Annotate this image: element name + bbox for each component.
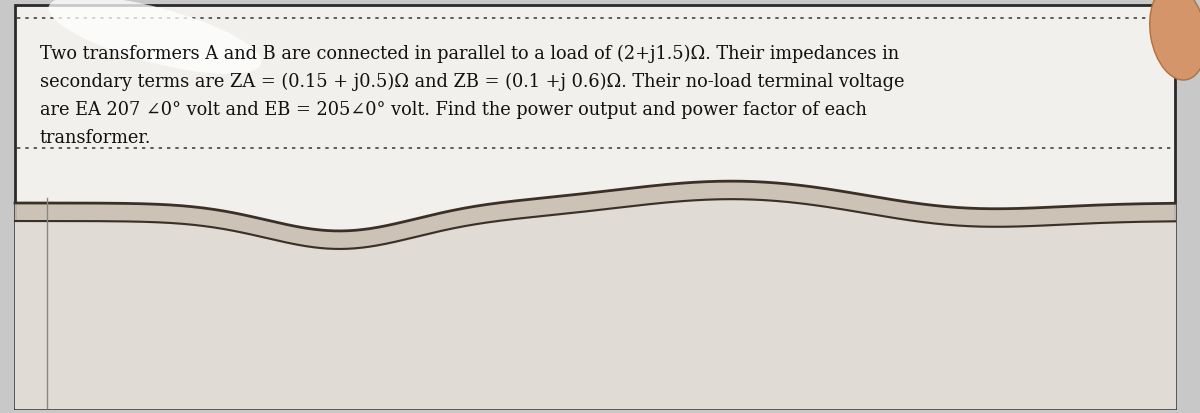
Ellipse shape <box>48 0 262 74</box>
Text: are EA 207 ∠0° volt and EB = 205∠0° volt. Find the power output and power factor: are EA 207 ∠0° volt and EB = 205∠0° volt… <box>40 101 866 119</box>
Ellipse shape <box>1150 0 1200 80</box>
Text: Two transformers A and B are connected in parallel to a load of (2+j1.5)Ω. Their: Two transformers A and B are connected i… <box>40 45 899 63</box>
Text: secondary terms are ZA = (0.15 + j0.5)Ω and ZB = (0.1 +j 0.6)Ω. Their no-load te: secondary terms are ZA = (0.15 + j0.5)Ω … <box>40 73 905 91</box>
Text: transformer.: transformer. <box>40 129 151 147</box>
